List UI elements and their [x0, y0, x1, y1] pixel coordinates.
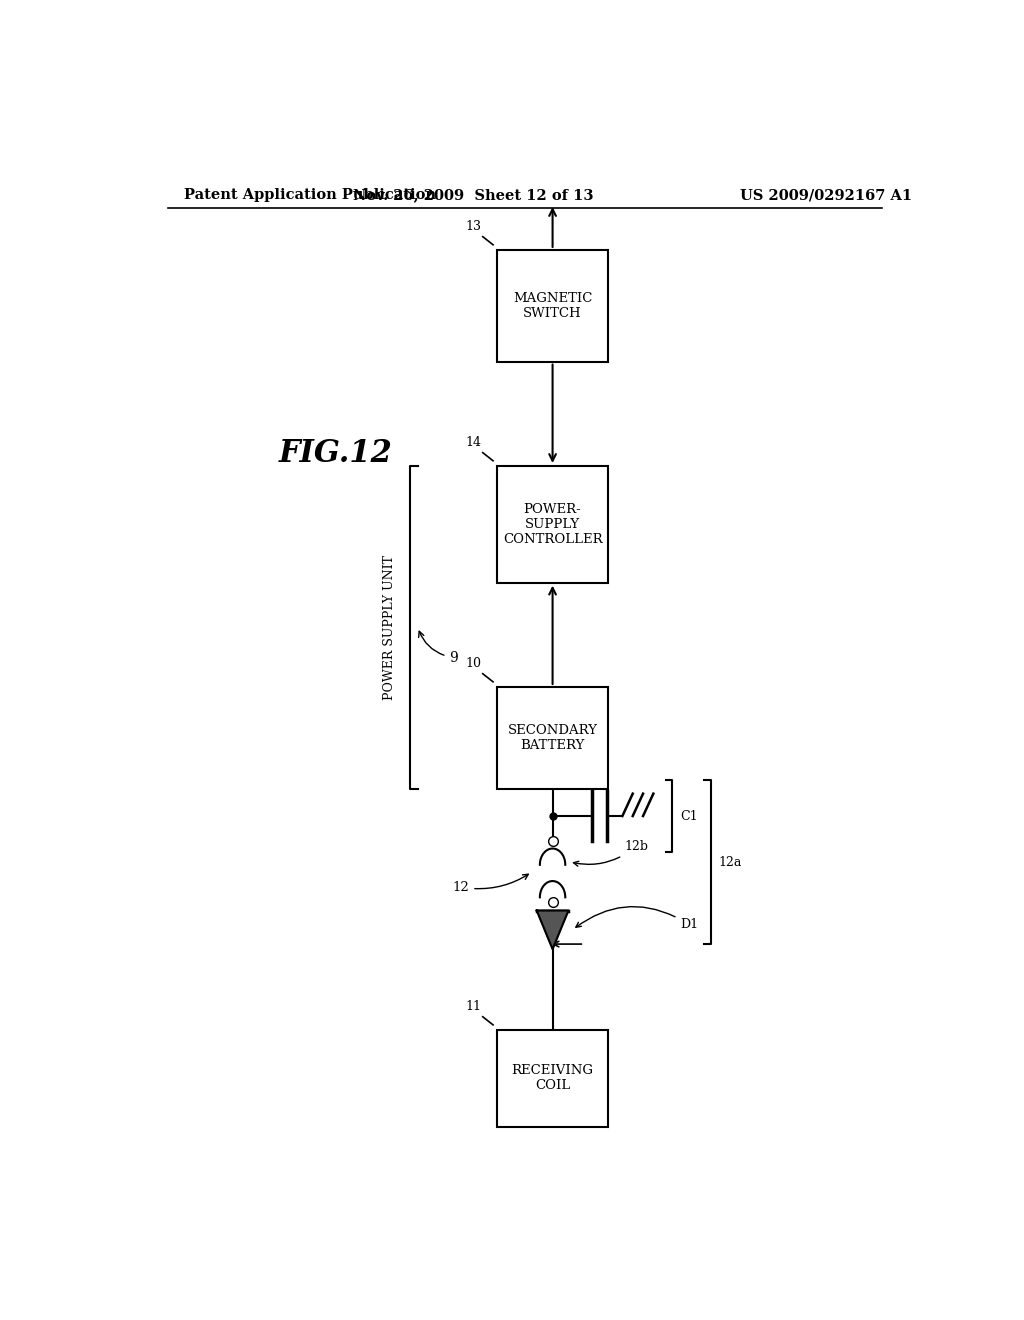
FancyBboxPatch shape: [497, 249, 608, 362]
Text: Nov. 26, 2009  Sheet 12 of 13: Nov. 26, 2009 Sheet 12 of 13: [353, 189, 594, 202]
Text: 12b: 12b: [573, 840, 648, 866]
Text: 12a: 12a: [719, 855, 741, 869]
FancyBboxPatch shape: [497, 1030, 608, 1126]
Text: MAGNETIC
SWITCH: MAGNETIC SWITCH: [513, 292, 592, 319]
Text: 10: 10: [465, 656, 481, 669]
Polygon shape: [537, 911, 568, 949]
Text: 9: 9: [419, 631, 458, 665]
Text: RECEIVING
COIL: RECEIVING COIL: [512, 1064, 594, 1092]
Text: POWER SUPPLY UNIT: POWER SUPPLY UNIT: [383, 554, 396, 700]
Text: D1: D1: [575, 907, 698, 932]
Text: US 2009/0292167 A1: US 2009/0292167 A1: [740, 189, 912, 202]
Text: 14: 14: [465, 436, 481, 449]
Text: SECONDARY
BATTERY: SECONDARY BATTERY: [508, 723, 598, 752]
Text: FIG.12: FIG.12: [279, 438, 392, 469]
Text: C1: C1: [680, 809, 698, 822]
FancyBboxPatch shape: [497, 466, 608, 582]
Text: 13: 13: [465, 219, 481, 232]
Text: 12: 12: [453, 874, 528, 894]
Text: POWER-
SUPPLY
CONTROLLER: POWER- SUPPLY CONTROLLER: [503, 503, 602, 545]
FancyBboxPatch shape: [497, 686, 608, 788]
Text: Patent Application Publication: Patent Application Publication: [183, 189, 435, 202]
Text: 11: 11: [465, 999, 481, 1012]
